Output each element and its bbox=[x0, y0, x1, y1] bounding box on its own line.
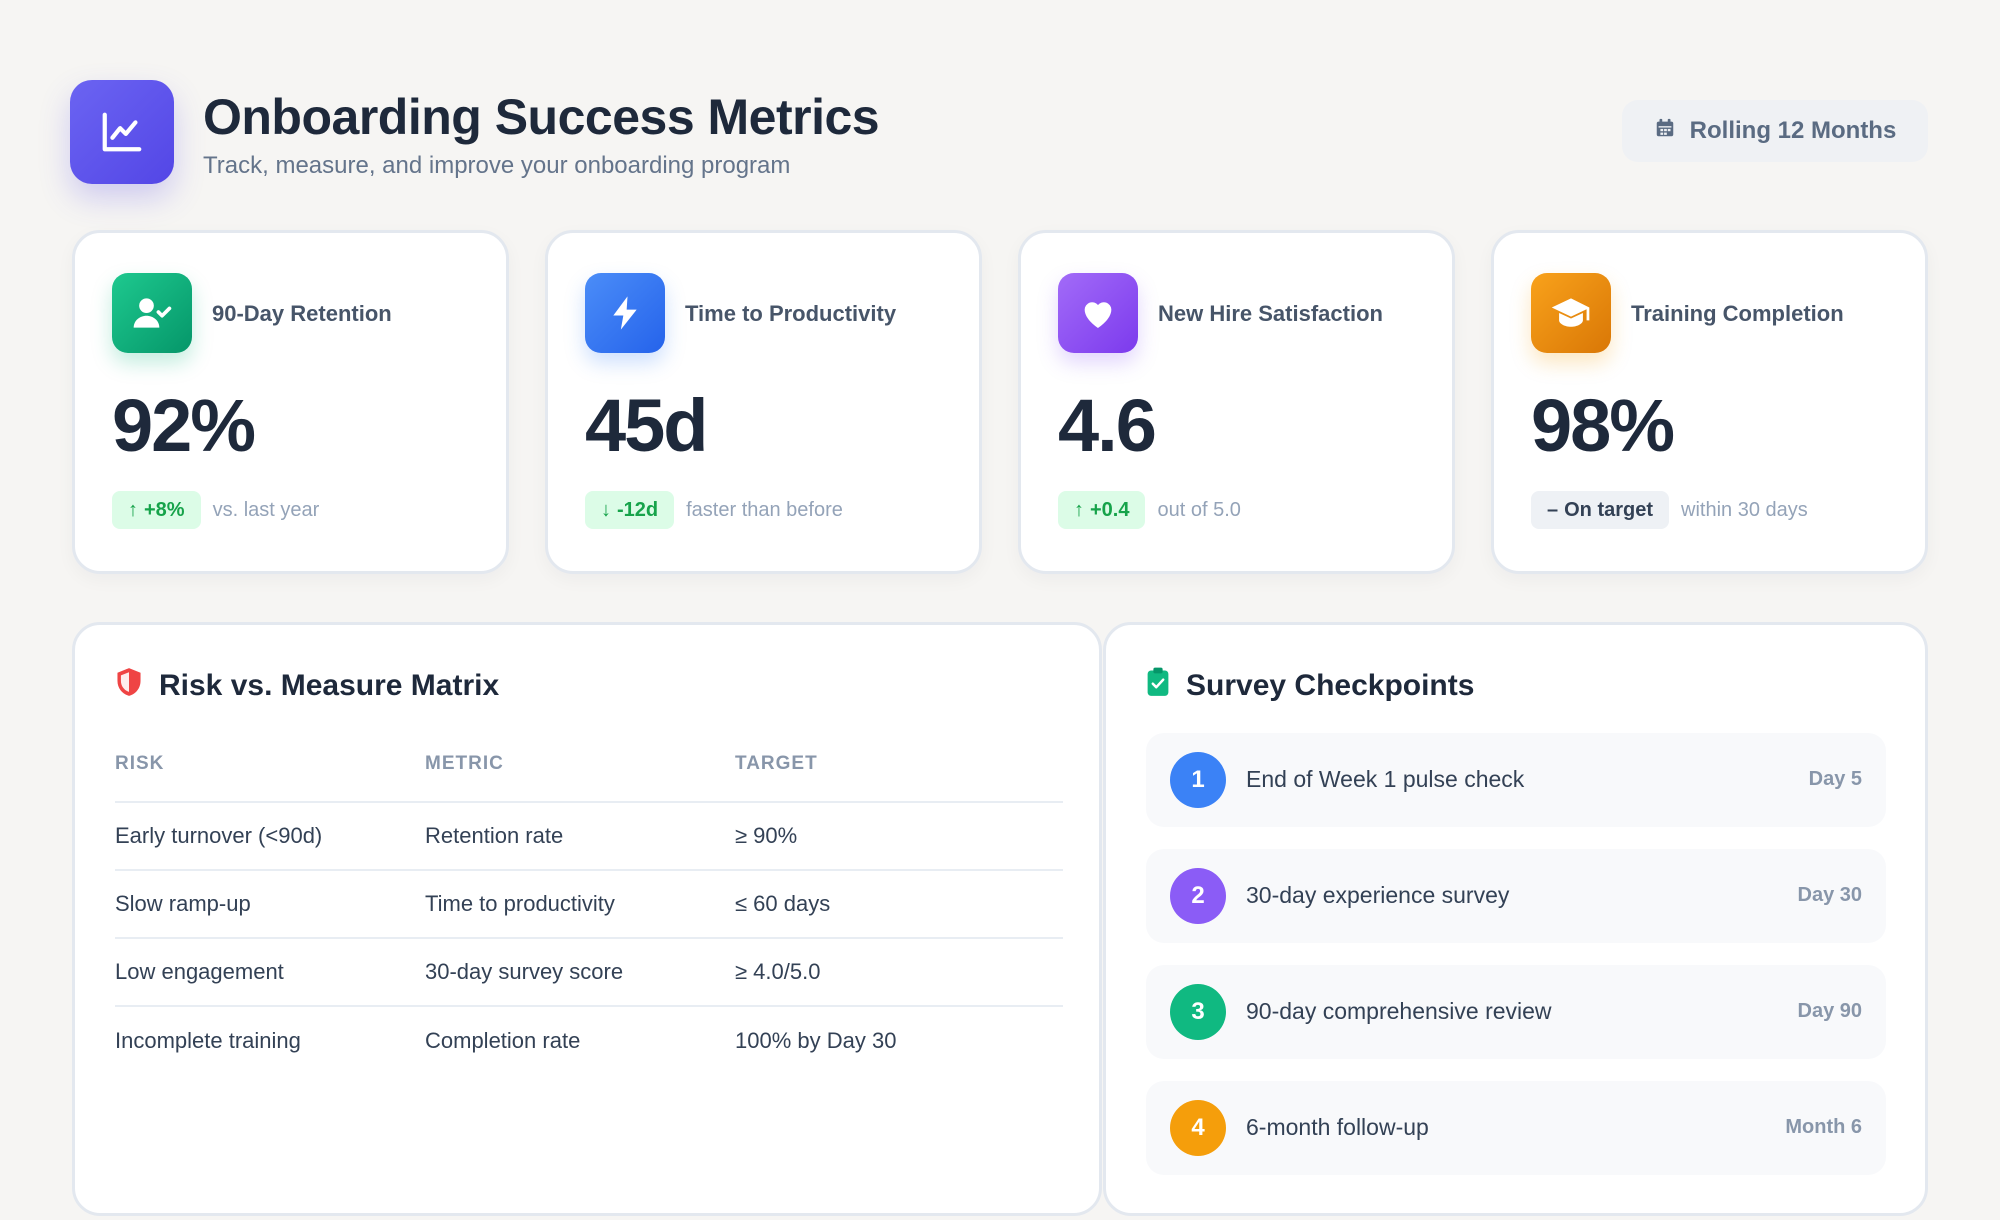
graduation-cap-icon bbox=[1531, 273, 1611, 353]
kpi-value: 98% bbox=[1531, 384, 1675, 467]
list-item[interactable]: 2 30-day experience survey Day 30 bbox=[1146, 849, 1886, 943]
target-cell: ≥ 90% bbox=[735, 823, 798, 848]
risk-matrix-panel: Risk vs. Measure Matrix RISK METRIC TARG… bbox=[72, 622, 1102, 1216]
kpi-value: 92% bbox=[112, 384, 256, 467]
risk-cell: Incomplete training bbox=[115, 1028, 301, 1053]
dash-icon: – bbox=[1547, 498, 1559, 521]
kpi-card-training: Training Completion 98% – On target with… bbox=[1491, 230, 1928, 574]
checkpoint-label: 6-month follow-up bbox=[1246, 1114, 1429, 1140]
arrow-up-icon: ↑ bbox=[128, 498, 138, 521]
column-header: RISK bbox=[115, 753, 165, 774]
arrow-up-icon: ↑ bbox=[1074, 498, 1084, 521]
metric-cell: Retention rate bbox=[425, 823, 564, 848]
table-row: Early turnover (<90d) Retention rate ≥ 9… bbox=[115, 803, 1063, 871]
checkpoint-label: End of Week 1 pulse check bbox=[1246, 766, 1525, 792]
lightning-icon bbox=[585, 273, 665, 353]
step-number-badge: 3 bbox=[1170, 984, 1226, 1040]
user-check-icon bbox=[112, 273, 192, 353]
page-header: Onboarding Success Metrics Track, measur… bbox=[70, 80, 1928, 184]
step-number-badge: 1 bbox=[1170, 752, 1226, 808]
period-label: Rolling 12 Months bbox=[1689, 117, 1897, 144]
kpi-note: faster than before bbox=[686, 498, 843, 521]
kpi-change-badge: ↓ -12d bbox=[585, 491, 675, 529]
kpi-card-satisfaction: New Hire Satisfaction 4.6 ↑ +0.4 out of … bbox=[1018, 230, 1455, 574]
kpi-label: Time to Productivity bbox=[685, 301, 897, 326]
risk-cell: Early turnover (<90d) bbox=[115, 823, 323, 848]
list-item[interactable]: 4 6-month follow-up Month 6 bbox=[1146, 1081, 1886, 1175]
kpi-label: Training Completion bbox=[1631, 301, 1844, 326]
target-cell: ≥ 4.0/5.0 bbox=[735, 959, 821, 984]
calendar-icon bbox=[1654, 117, 1676, 146]
risk-cell: Slow ramp-up bbox=[115, 891, 251, 916]
step-number-badge: 2 bbox=[1170, 868, 1226, 924]
checkpoint-timing: Day 90 bbox=[1797, 1000, 1863, 1022]
risk-cell: Low engagement bbox=[115, 959, 284, 984]
table-header: RISK METRIC TARGET bbox=[115, 745, 1063, 803]
target-cell: ≤ 60 days bbox=[735, 891, 831, 916]
checkpoint-timing: Month 6 bbox=[1785, 1116, 1862, 1138]
heart-icon bbox=[1058, 273, 1138, 353]
kpi-cards: 90-Day Retention 92% ↑ +8% vs. last year… bbox=[72, 230, 1928, 574]
target-cell: 100% by Day 30 bbox=[735, 1028, 897, 1053]
kpi-label: 90-Day Retention bbox=[212, 301, 392, 326]
kpi-card-productivity: Time to Productivity 45d ↓ -12d faster t… bbox=[545, 230, 982, 574]
kpi-change-badge: ↑ +8% bbox=[112, 491, 201, 529]
kpi-note: vs. last year bbox=[212, 498, 320, 521]
kpi-value: 4.6 bbox=[1058, 384, 1157, 467]
arrow-down-icon: ↓ bbox=[601, 498, 611, 521]
kpi-note: within 30 days bbox=[1681, 498, 1808, 521]
list-item[interactable]: 3 90-day comprehensive review Day 90 bbox=[1146, 965, 1886, 1059]
line-chart-icon bbox=[70, 80, 174, 184]
checkpoint-label: 30-day experience survey bbox=[1246, 882, 1510, 908]
kpi-card-retention: 90-Day Retention 92% ↑ +8% vs. last year bbox=[72, 230, 509, 574]
shield-icon bbox=[115, 667, 143, 705]
table-row: Low engagement 30-day survey score ≥ 4.0… bbox=[115, 939, 1063, 1007]
kpi-change-badge: – On target bbox=[1531, 491, 1670, 529]
page-title: Onboarding Success Metrics bbox=[203, 89, 880, 145]
metric-cell: 30-day survey score bbox=[425, 959, 624, 984]
step-number-badge: 4 bbox=[1170, 1100, 1226, 1156]
period-selector[interactable]: Rolling 12 Months bbox=[1622, 100, 1928, 162]
column-header: METRIC bbox=[425, 753, 504, 774]
metric-cell: Completion rate bbox=[425, 1028, 581, 1053]
page-subtitle: Track, measure, and improve your onboard… bbox=[203, 152, 791, 179]
table-row: Slow ramp-up Time to productivity ≤ 60 d… bbox=[115, 871, 1063, 939]
panel-title: Risk vs. Measure Matrix bbox=[159, 669, 500, 702]
checkpoint-list: 1 End of Week 1 pulse check Day 5 2 30-d… bbox=[1146, 733, 1886, 1197]
kpi-change-badge: ↑ +0.4 bbox=[1058, 491, 1146, 529]
checkpoint-label: 90-day comprehensive review bbox=[1246, 998, 1552, 1024]
kpi-value: 45d bbox=[585, 384, 709, 467]
metric-cell: Time to productivity bbox=[425, 891, 615, 916]
column-header: TARGET bbox=[735, 753, 818, 774]
panel-title: Survey Checkpoints bbox=[1186, 669, 1475, 702]
list-item[interactable]: 1 End of Week 1 pulse check Day 5 bbox=[1146, 733, 1886, 827]
kpi-note: out of 5.0 bbox=[1157, 498, 1241, 521]
checkpoint-timing: Day 5 bbox=[1808, 768, 1862, 790]
checkpoint-timing: Day 30 bbox=[1797, 884, 1863, 906]
survey-checkpoints-panel: Survey Checkpoints 1 End of Week 1 pulse… bbox=[1103, 622, 1928, 1216]
clipboard-check-icon bbox=[1146, 667, 1170, 705]
kpi-label: New Hire Satisfaction bbox=[1158, 301, 1383, 326]
risk-table: RISK METRIC TARGET Early turnover (<90d)… bbox=[115, 745, 1063, 1075]
table-row: Incomplete training Completion rate 100%… bbox=[115, 1007, 1063, 1075]
